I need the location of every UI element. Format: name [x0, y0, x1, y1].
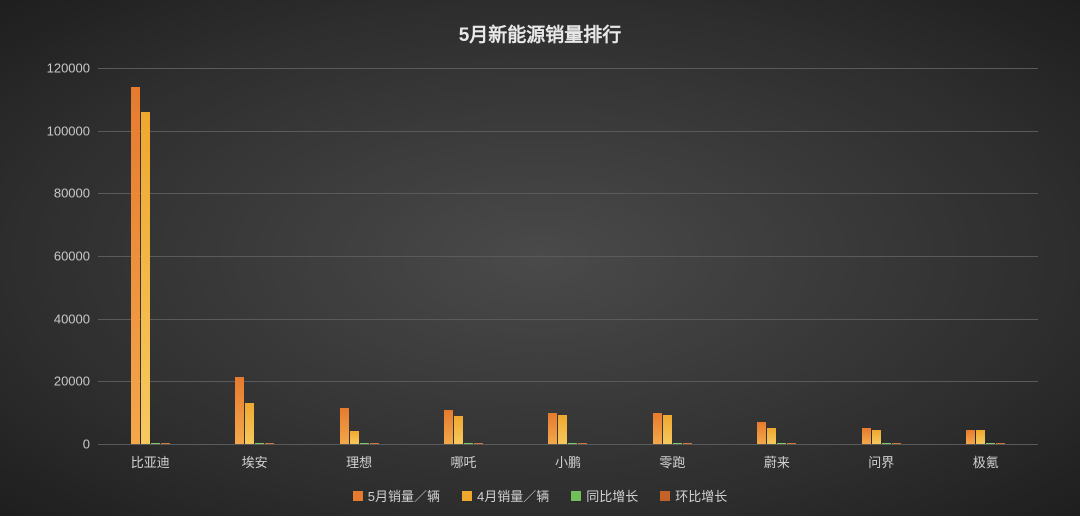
bar: [454, 416, 463, 444]
bar: [777, 443, 786, 444]
y-axis-label: 100000: [47, 123, 90, 138]
bar: [151, 443, 160, 444]
bar: [862, 428, 871, 444]
x-axis-label: 理想: [346, 452, 372, 471]
x-axis-label: 极氪: [973, 452, 999, 471]
plot-area: 020000400006000080000100000120000 比亚迪埃安理…: [98, 68, 1038, 444]
chart-title: 5月新能源销量排行: [0, 20, 1080, 47]
y-axis-label: 0: [83, 437, 90, 452]
bar: [882, 443, 891, 444]
x-axis-label: 哪吒: [451, 452, 477, 471]
bar: [360, 443, 369, 444]
bar: [757, 422, 766, 444]
bar: [161, 443, 170, 444]
x-axis-label: 蔚来: [764, 452, 790, 471]
legend-item: 4月销量／辆: [462, 486, 549, 505]
y-axis-label: 20000: [54, 374, 90, 389]
bar-group: 比亚迪: [98, 68, 202, 444]
bar: [131, 87, 140, 444]
legend-label: 5月销量／辆: [368, 486, 440, 505]
bar-group: 小鹏: [516, 68, 620, 444]
bar: [892, 443, 901, 444]
legend-label: 4月销量／辆: [477, 486, 549, 505]
y-axis-label: 80000: [54, 186, 90, 201]
bar: [255, 443, 264, 444]
bar: [787, 443, 796, 444]
legend-swatch: [660, 491, 670, 501]
bar: [653, 413, 662, 444]
x-axis-label: 零跑: [659, 452, 685, 471]
legend-label: 环比增长: [675, 486, 727, 505]
x-axis-label: 小鹏: [555, 452, 581, 471]
bar: [976, 430, 985, 444]
bar: [235, 377, 244, 444]
bar-group: 哪吒: [411, 68, 515, 444]
legend: 5月销量／辆 4月销量／辆 同比增长 环比增长: [0, 486, 1080, 505]
bar: [464, 443, 473, 444]
bar: [558, 415, 567, 444]
bar: [474, 443, 483, 444]
bar: [663, 415, 672, 444]
bar: [568, 443, 577, 444]
bar-group: 理想: [307, 68, 411, 444]
bar-group: 问界: [829, 68, 933, 444]
legend-item: 5月销量／辆: [353, 486, 440, 505]
x-axis-label: 埃安: [242, 452, 268, 471]
bar: [872, 430, 881, 444]
bar: [245, 403, 254, 444]
y-axis-label: 120000: [47, 61, 90, 76]
bar: [370, 443, 379, 444]
bar: [578, 443, 587, 444]
bar: [265, 443, 274, 444]
legend-swatch: [571, 491, 581, 501]
x-axis-label: 比亚迪: [131, 452, 170, 471]
bar: [350, 431, 359, 444]
bar-group: 埃安: [202, 68, 306, 444]
bar: [548, 413, 557, 444]
legend-swatch: [462, 491, 472, 501]
bar: [966, 430, 975, 444]
gridline: [98, 444, 1038, 445]
bar: [141, 112, 150, 444]
bar: [340, 408, 349, 444]
bar-groups: 比亚迪埃安理想哪吒小鹏零跑蔚来问界极氪: [98, 68, 1038, 444]
legend-label: 同比增长: [586, 486, 638, 505]
y-axis-label: 60000: [54, 249, 90, 264]
bar-group: 零跑: [620, 68, 724, 444]
bar: [673, 443, 682, 444]
bar: [444, 410, 453, 444]
bar: [767, 428, 776, 444]
y-axis-label: 40000: [54, 311, 90, 326]
legend-swatch: [353, 491, 363, 501]
x-axis-label: 问界: [868, 452, 894, 471]
legend-item: 同比增长: [571, 486, 638, 505]
bar: [986, 443, 995, 444]
bar: [996, 443, 1005, 444]
bar: [683, 443, 692, 444]
legend-item: 环比增长: [660, 486, 727, 505]
bar-group: 极氪: [934, 68, 1038, 444]
bar-group: 蔚来: [725, 68, 829, 444]
